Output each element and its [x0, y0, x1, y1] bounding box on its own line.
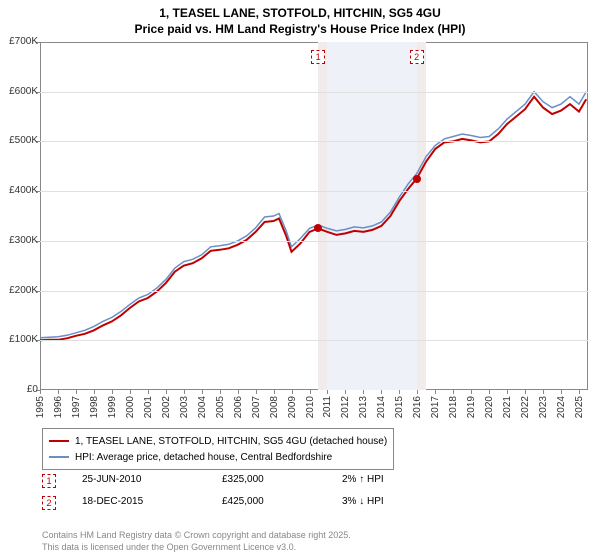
legend-swatch [49, 440, 69, 442]
x-axis-label: 1996 [53, 396, 64, 418]
y-axis-label: £700K [0, 36, 38, 47]
x-axis-label: 2003 [179, 396, 190, 418]
x-axis-label: 2000 [125, 396, 136, 418]
x-axis-label: 2018 [448, 396, 459, 418]
x-axis-label: 2001 [143, 396, 154, 418]
y-axis-label: £200K [0, 285, 38, 296]
x-axis-label: 2022 [520, 396, 531, 418]
x-axis-label: 2015 [394, 396, 405, 418]
sale-index-badge: 2 [42, 496, 56, 510]
x-axis-label: 2005 [215, 396, 226, 418]
sale-price: £325,000 [222, 474, 264, 485]
sale-marker-dot [413, 175, 421, 183]
sale-delta: 3% ↓ HPI [342, 496, 384, 507]
x-axis-label: 2014 [376, 396, 387, 418]
x-axis-label: 2025 [574, 396, 585, 418]
x-axis-label: 2012 [340, 396, 351, 418]
sale-row: 2 18-DEC-2015 £425,000 3% ↓ HPI [42, 496, 582, 512]
sale-date: 25-JUN-2010 [82, 474, 141, 485]
y-axis-label: £100K [0, 334, 38, 345]
sale-delta: 2% ↑ HPI [342, 474, 384, 485]
legend-item: 1, TEASEL LANE, STOTFOLD, HITCHIN, SG5 4… [49, 433, 387, 449]
series-property [40, 97, 586, 341]
x-axis-label: 2009 [287, 396, 298, 418]
x-axis-label: 2020 [484, 396, 495, 418]
legend-label: HPI: Average price, detached house, Cent… [75, 452, 332, 463]
y-axis-label: £500K [0, 135, 38, 146]
x-axis-label: 2021 [502, 396, 513, 418]
sale-row: 1 25-JUN-2010 £325,000 2% ↑ HPI [42, 474, 582, 490]
x-axis-label: 2007 [251, 396, 262, 418]
x-axis-label: 2006 [233, 396, 244, 418]
marker-box: 1 [311, 50, 325, 64]
footnote: Contains HM Land Registry data © Crown c… [42, 530, 351, 553]
x-axis-label: 1998 [89, 396, 100, 418]
y-axis-label: £600K [0, 86, 38, 97]
marker-box: 2 [410, 50, 424, 64]
x-axis-label: 2019 [466, 396, 477, 418]
x-axis-label: 2010 [305, 396, 316, 418]
sale-index-badge: 1 [42, 474, 56, 488]
x-axis-label: 2023 [538, 396, 549, 418]
x-axis-label: 1997 [71, 396, 82, 418]
chart-legend: 1, TEASEL LANE, STOTFOLD, HITCHIN, SG5 4… [42, 428, 394, 470]
x-axis-label: 2011 [322, 396, 333, 418]
y-axis-label: £0 [0, 384, 38, 395]
legend-label: 1, TEASEL LANE, STOTFOLD, HITCHIN, SG5 4… [75, 436, 387, 447]
x-axis-label: 2024 [556, 396, 567, 418]
legend-swatch [49, 456, 69, 458]
x-axis-label: 1999 [107, 396, 118, 418]
legend-item: HPI: Average price, detached house, Cent… [49, 449, 387, 465]
x-axis-label: 1995 [35, 396, 46, 418]
x-axis-label: 2013 [358, 396, 369, 418]
sale-date: 18-DEC-2015 [82, 496, 143, 507]
x-axis-label: 2002 [161, 396, 172, 418]
x-axis-label: 2008 [269, 396, 280, 418]
y-axis-label: £300K [0, 235, 38, 246]
x-axis-label: 2004 [197, 396, 208, 418]
x-axis-label: 2016 [412, 396, 423, 418]
sale-price: £425,000 [222, 496, 264, 507]
x-axis-label: 2017 [430, 396, 441, 418]
y-axis-label: £400K [0, 185, 38, 196]
